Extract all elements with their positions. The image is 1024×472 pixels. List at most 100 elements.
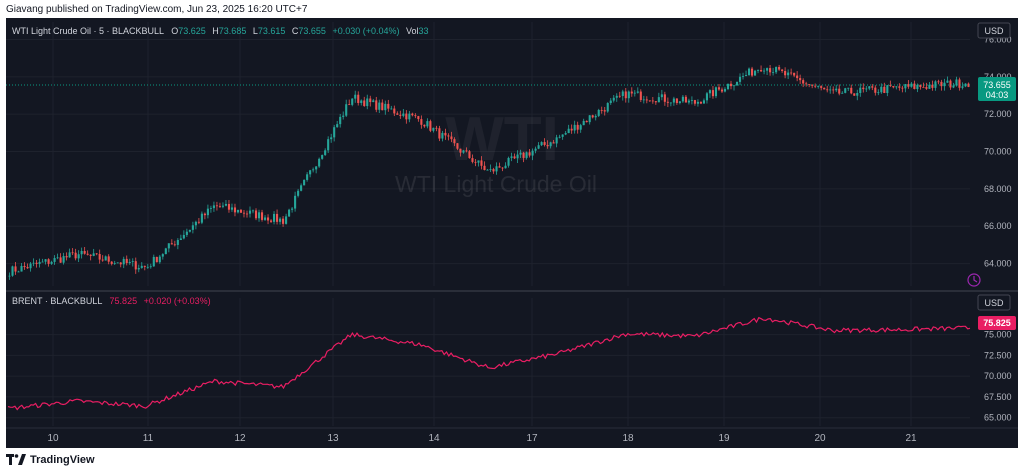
wti-candle-body bbox=[339, 116, 342, 125]
wti-candle-body bbox=[522, 152, 525, 158]
wti-candle-body bbox=[327, 139, 330, 151]
wti-candle-body bbox=[606, 103, 609, 112]
wti-candle-body bbox=[107, 256, 110, 262]
wti-candle-body bbox=[194, 221, 197, 226]
wti-candle-body bbox=[492, 169, 495, 172]
wti-candle-body bbox=[77, 254, 80, 259]
wti-candle-body bbox=[260, 212, 264, 220]
wti-candle-body bbox=[417, 116, 420, 120]
wti-candle-body bbox=[624, 91, 627, 99]
wti-candle-body bbox=[787, 72, 790, 76]
wti-candle-body bbox=[513, 156, 516, 159]
wti-candle-body bbox=[8, 275, 11, 277]
wti-candle-body bbox=[657, 97, 660, 103]
wti-candle-body bbox=[699, 101, 702, 104]
wti-symbol[interactable]: WTI Light Crude Oil · 5 · BLACKBULL bbox=[12, 26, 164, 36]
wti-candle-body bbox=[378, 102, 381, 110]
wti-candle-body bbox=[660, 94, 663, 98]
chart-canvas[interactable]: WTI WTI Light Crude Oil WTI Light Crude … bbox=[6, 18, 1018, 448]
wti-candle-body bbox=[450, 136, 453, 140]
wti-candle-body bbox=[898, 86, 901, 88]
wti-candle-body bbox=[741, 75, 745, 77]
wti-candle-body bbox=[931, 84, 934, 88]
wti-candle-body bbox=[59, 257, 62, 263]
wti-candle-body bbox=[723, 89, 727, 92]
wti-candle-body bbox=[576, 124, 579, 130]
wti-candle-body bbox=[591, 115, 594, 118]
wti-candle-body bbox=[961, 86, 964, 88]
wti-candle-body bbox=[239, 209, 243, 213]
wti-candle-body bbox=[348, 104, 351, 106]
wti-candle-body bbox=[65, 256, 68, 258]
time-tick-label: 17 bbox=[526, 433, 538, 444]
wti-candle-body bbox=[946, 80, 949, 83]
wti-candle-body bbox=[642, 99, 645, 101]
wti-candle-body bbox=[131, 261, 134, 262]
footer-branding[interactable]: TradingView bbox=[6, 452, 95, 468]
wti-candle-body bbox=[426, 121, 429, 127]
wti-candle-body bbox=[315, 166, 318, 170]
wti-candle-body bbox=[666, 101, 669, 103]
ohlc-close: 73.655 bbox=[298, 26, 326, 36]
wti-candle-body bbox=[735, 81, 739, 86]
wti-candle-body bbox=[684, 96, 687, 103]
wti-candle-body bbox=[453, 139, 456, 144]
wti-candle-body bbox=[432, 127, 435, 131]
wti-candle-body bbox=[83, 250, 86, 254]
wti-candle-body bbox=[958, 79, 961, 88]
chart-frame[interactable]: WTI WTI Light Crude Oil WTI Light Crude … bbox=[6, 18, 1018, 448]
wti-candle-body bbox=[191, 225, 194, 230]
wti-candle-body bbox=[790, 72, 793, 74]
wti-candle-body bbox=[360, 100, 363, 103]
wti-candle-body bbox=[167, 243, 170, 249]
ohlc-open: 73.625 bbox=[178, 26, 206, 36]
wti-candle-body bbox=[273, 213, 276, 222]
wti-candle-body bbox=[462, 150, 465, 153]
wti-candle-body bbox=[717, 87, 721, 90]
watermark-name: WTI Light Crude Oil bbox=[395, 171, 597, 197]
wti-candle-body bbox=[639, 91, 642, 100]
bottom-legend: BRENT · BLACKBULL 75.825 +0.020 (+0.03%) bbox=[12, 296, 211, 306]
time-axis[interactable]: 10 11 12 13 14 17 18 19 20 21 bbox=[47, 433, 917, 444]
wti-candle-body bbox=[847, 87, 850, 89]
wti-price-axis[interactable]: 64.000 66.000 68.000 70.000 72.000 74.000 76.0… bbox=[984, 34, 1012, 268]
wti-candle-body bbox=[669, 102, 672, 104]
wti-candle-body bbox=[681, 96, 684, 102]
wti-candle-body bbox=[567, 128, 570, 134]
wti-candle-body bbox=[324, 150, 327, 156]
wti-candle-body bbox=[113, 263, 116, 264]
time-tick-label: 21 bbox=[905, 433, 917, 444]
ohlc-open-label: O bbox=[171, 26, 178, 36]
wti-candle-body bbox=[263, 217, 267, 220]
wti-candle-body bbox=[251, 210, 255, 212]
wti-candle-body bbox=[871, 86, 874, 88]
wti-candle-body bbox=[68, 252, 71, 258]
alert-clock-icon[interactable] bbox=[967, 273, 981, 287]
wti-candle-body bbox=[907, 84, 910, 87]
wti-candle-body bbox=[474, 161, 477, 163]
brent-symbol[interactable]: BRENT · BLACKBULL bbox=[12, 296, 102, 306]
wti-candle-body bbox=[561, 134, 564, 137]
wti-candle-body bbox=[179, 238, 182, 240]
wti-candle-body bbox=[288, 209, 291, 217]
wti-candle-body bbox=[354, 94, 357, 99]
wti-candle-body bbox=[859, 87, 862, 93]
ohlc-change: +0.030 (+0.04%) bbox=[332, 26, 399, 36]
currency-button-bottom[interactable]: USD bbox=[977, 294, 1011, 311]
wti-candle-body bbox=[297, 190, 300, 196]
wti-candle-body bbox=[399, 114, 402, 116]
wti-candle-body bbox=[750, 68, 754, 76]
wti-candle-body bbox=[781, 69, 784, 71]
wti-candle-body bbox=[862, 87, 865, 90]
price-tick-label: 75.000 bbox=[984, 330, 1012, 340]
wti-candle-body bbox=[811, 84, 814, 86]
wti-candle-body bbox=[940, 81, 943, 87]
price-tick-label: 72.000 bbox=[984, 109, 1012, 119]
wti-candle-body bbox=[609, 100, 612, 104]
wti-candle-body bbox=[116, 262, 119, 264]
wti-candle-body bbox=[53, 258, 56, 262]
brent-price-axis[interactable]: 65.000 67.500 70.000 72.500 75.000 bbox=[984, 330, 1012, 423]
wti-candle-body bbox=[71, 252, 74, 254]
currency-button-top[interactable]: USD bbox=[977, 22, 1011, 39]
wti-candle-body bbox=[823, 87, 826, 90]
